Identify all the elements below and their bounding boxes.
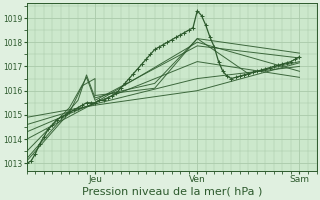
- X-axis label: Pression niveau de la mer( hPa ): Pression niveau de la mer( hPa ): [82, 187, 262, 197]
